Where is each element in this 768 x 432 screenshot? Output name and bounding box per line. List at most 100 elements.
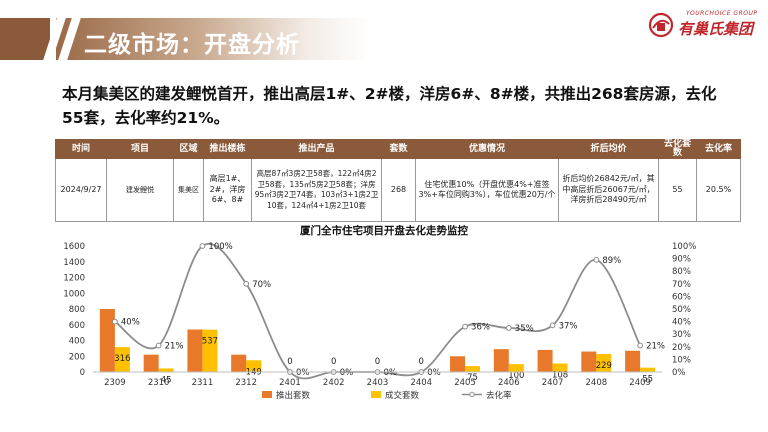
cell-discount: 住宅优惠10%（开盘优惠4%+准签3%+车位同购3%），车位优惠20万/个 [415,158,559,222]
opening-sales-chart: 厦门全市住宅项目开盘去化走势监控 0 200 400 600 800 1000 1200 14… [63,224,696,401]
y-axis-left: 0 200 400 600 800 1000 1200 1400 1600 [63,242,85,378]
y2-tick-label: 0% [672,368,686,378]
bar-data-label: 75 [467,373,478,383]
rate-point [549,322,556,329]
x-tick-label: 2403 [367,378,389,388]
y2-tick-label: 90% [672,255,691,265]
y2-tick-label: 20% [672,343,691,353]
rate-data-label: 21% [165,342,184,352]
bar-data-label: 316 [114,354,130,364]
bar-data-label: 0 [331,357,336,367]
rate-data-label: 100% [208,242,232,252]
col-header-discount: 优惠情况 [415,139,559,159]
logo-chinese-name: 有巢氏集团 [678,20,754,38]
bar-sold [508,364,524,372]
y2-tick-label: 60% [672,292,691,302]
bar-data-label: 45 [161,375,172,385]
bar-sold [465,366,481,372]
chart-legend: 推出套数 成交套数 去化率 [262,390,512,401]
y-tick-label: 600 [69,321,85,331]
bar-data-label: 108 [552,370,568,380]
bar-sold [114,347,130,372]
y-tick-label: 1400 [63,258,85,268]
bar-launched [537,349,553,372]
x-axis: 2309 2310 2311 2312 2401 2402 2403 2404 2405 2406… [93,371,662,388]
x-tick-label: 2407 [542,378,564,388]
rate-data-label: 0% [296,368,310,378]
col-header-products: 推出产品 [251,139,382,159]
y-tick-label: 200 [69,352,85,362]
y2-tick-label: 30% [672,330,691,340]
rate-point [593,256,600,263]
legend-label-rate: 去化率 [486,390,512,401]
bar-launched [625,350,641,372]
rate-point [111,318,118,325]
rate-point [637,342,644,349]
legend-label-sold: 成交套数 [385,390,420,401]
legend-label-launched: 推出套数 [276,390,311,401]
rate-data-label: 70% [252,280,271,290]
col-header-units: 套数 [381,139,416,159]
rate-point [243,280,250,287]
col-header-project: 项目 [106,139,174,159]
bar-launched [450,356,466,372]
y2-tick-label: 50% [672,305,691,315]
col-header-sold: 去化套数 [658,139,697,159]
rate-data-label: 35% [515,324,534,334]
title-banner [56,18,371,60]
bar-sold [596,353,612,372]
legend-marker-rate [469,391,475,398]
slide-header: 二级市场：开盘分析 YOURCHOICE GROUP 有巢氏集团 [0,0,768,74]
logo-mark-icon [648,12,674,38]
y2-tick-label: 10% [672,355,691,365]
bar-data-label: 537 [202,337,218,347]
rate-point [462,323,468,330]
bar-sold [202,329,218,372]
y2-tick-label: 40% [672,318,691,328]
bar-launched [99,309,115,372]
chart-title: 厦门全市住宅项目开盘去化走势监控 [300,224,468,237]
x-tick-label: 2404 [410,378,432,388]
bar-data-label: 55 [642,375,653,385]
rate-data-label: 21% [646,342,665,352]
legend-swatch-launched [262,391,272,398]
bar-data-label: 0 [287,357,292,367]
x-tick-label: 2402 [323,378,345,388]
bar-launched [231,354,247,372]
rate-data-label: 37% [559,321,578,331]
cell-area: 集美区 [173,158,204,222]
bar-launched [493,349,509,372]
logo-english-name: YOURCHOICE GROUP [686,10,758,17]
rate-data-label: 0% [427,368,441,378]
x-tick-label: 2405 [454,378,476,388]
table-row: 2024/9/27 建发鲤悦 集美区 高层1#、2#，洋房6#、8# 高层87㎡… [55,158,741,222]
y-tick-label: 0 [80,368,85,378]
bar-sold [246,360,262,372]
x-tick-label: 2406 [498,378,520,388]
y-tick-label: 1000 [63,289,85,299]
cell-buildings: 高层1#、2#，洋房6#、8# [203,158,252,222]
summary-headline: 本月集美区的建发鲤悦首开，推出高层1#、2#楼，洋房6#、8#楼，共推出268套… [62,85,717,127]
bar-launched [581,351,597,372]
rate-point [155,342,162,349]
legend-swatch-sold [371,391,381,398]
header-accent-block [0,18,50,60]
bar-sold [640,367,656,372]
cell-project: 建发鲤悦 [106,158,174,222]
y-tick-label: 400 [69,337,85,347]
x-tick-label: 2312 [235,378,257,388]
x-tick-label: 2408 [586,378,608,388]
bar-launched [187,329,203,372]
y-tick-label: 1200 [63,274,85,284]
cell-products: 高层87㎡3房2卫58套，122㎡4房2卫58套，135㎡5房2卫58套；洋房9… [251,158,382,222]
y-tick-label: 800 [69,305,85,315]
table-header-row: 时间 项目 区域 推出楼栋 推出产品 套数 优惠情况 折后均价 去化套数 去化率 [55,139,741,159]
rate-data-label: 0% [340,368,354,378]
col-header-price: 折后均价 [558,139,659,159]
company-logo: YOURCHOICE GROUP 有巢氏集团 [648,6,760,44]
opening-info-table: 时间 项目 区域 推出楼栋 推出产品 套数 优惠情况 折后均价 去化套数 去化率… [55,139,741,222]
bar-launched [143,354,159,372]
x-tick-label: 2409 [629,378,651,388]
cell-price: 折后均价26842元/㎡，其中高层折后26067元/㎡，洋房折后28490元/㎡ [558,158,659,222]
